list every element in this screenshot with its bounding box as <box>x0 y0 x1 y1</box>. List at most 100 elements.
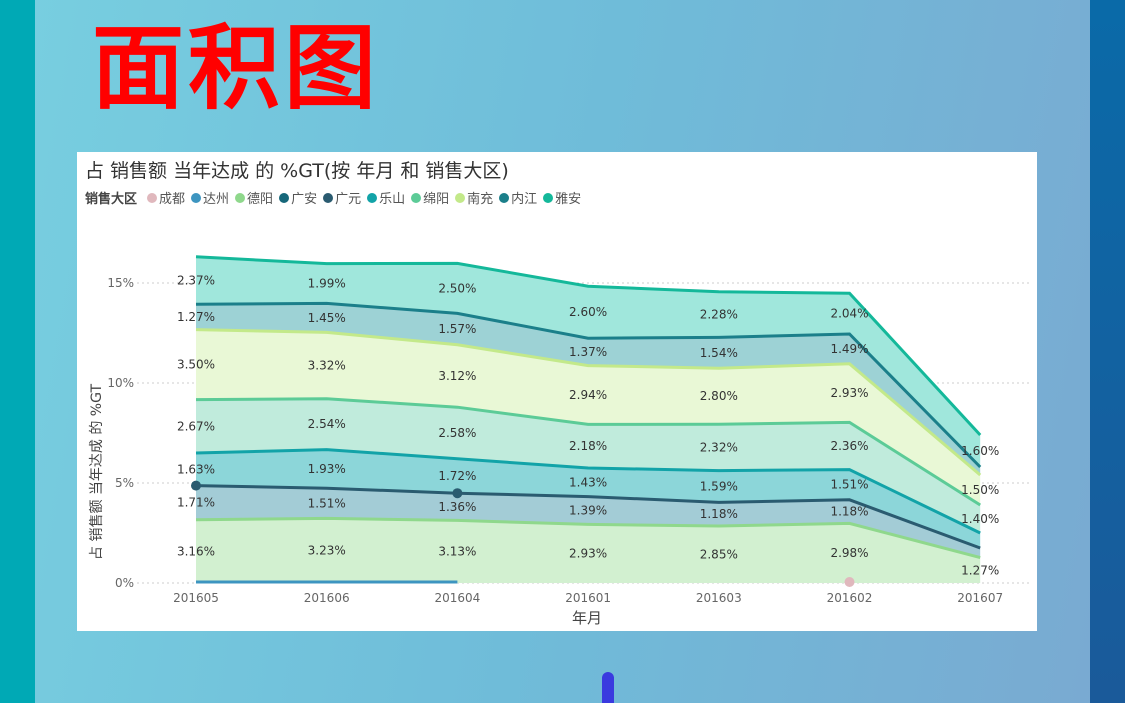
legend-dot <box>147 192 158 203</box>
x-axis-title: 年月 <box>572 609 602 627</box>
legend-label: 南充 <box>467 192 494 207</box>
legend-label: 广元 <box>335 192 362 207</box>
data-label: 1.63% <box>177 462 215 476</box>
line-广元 <box>195 484 981 550</box>
area-德阳 <box>196 518 981 583</box>
data-label: 2.94% <box>569 388 607 402</box>
data-label: 2.80% <box>700 389 738 403</box>
legend-label: 雅安 <box>555 192 582 207</box>
data-label: 2.32% <box>700 440 738 454</box>
x-tick-label: 201602 <box>827 591 873 605</box>
x-tick-label: 201605 <box>173 591 219 605</box>
area-绵阳 <box>196 398 981 533</box>
line-内江 <box>195 301 982 469</box>
legend-dot <box>543 192 554 203</box>
scroll-marker <box>602 672 614 703</box>
x-tick-label: 201604 <box>434 591 480 605</box>
data-label: 2.54% <box>308 417 346 431</box>
data-label: 2.93% <box>830 386 868 400</box>
data-label: 1.59% <box>700 480 738 494</box>
data-label: 2.58% <box>438 426 476 440</box>
data-label: 2.60% <box>569 305 607 319</box>
right-accent-bar <box>1090 0 1125 703</box>
data-label: 1.49% <box>830 342 868 356</box>
chart-card: 占 销售额 当年达成 的 %GT(按 年月 和 销售大区) 销售大区 成都 达州 德… <box>77 152 1037 631</box>
data-label: 2.28% <box>700 308 738 322</box>
data-label: 1.72% <box>438 469 476 483</box>
y-tick-label: 5% <box>115 476 134 490</box>
data-label: 2.98% <box>830 546 868 560</box>
data-label: 1.99% <box>308 277 346 291</box>
legend-item[interactable]: 绵阳 <box>411 188 449 207</box>
legend-label: 广安 <box>291 192 318 207</box>
page-title: 面积图 <box>92 15 381 122</box>
line-雅安 <box>195 255 982 437</box>
data-label: 1.39% <box>569 504 607 518</box>
legend-dot <box>455 192 466 203</box>
data-label: 2.93% <box>569 547 607 561</box>
data-label: 3.12% <box>438 369 476 383</box>
legend-item[interactable]: 内江 <box>499 188 537 207</box>
legend-label: 成都 <box>159 192 186 207</box>
area-内江 <box>196 303 981 475</box>
line-绵阳 <box>195 397 982 507</box>
legend-label: 达州 <box>203 192 230 207</box>
legend-dot <box>235 192 246 203</box>
data-label: 1.57% <box>438 322 476 336</box>
y-axis-title: 占 销售额 当年达成 的 %GT <box>89 384 105 560</box>
line-德阳 <box>195 516 981 560</box>
legend-item[interactable]: 德阳 <box>235 188 273 207</box>
marker-广元 <box>191 480 201 491</box>
marker-成都 <box>844 577 855 587</box>
legend: 销售大区 成都 达州 德阳 广安 广元 乐山 绵阳 南充 内江 雅安 <box>85 188 581 207</box>
legend-dot <box>279 192 290 203</box>
data-label: 2.37% <box>177 274 215 288</box>
area-广元 <box>196 485 981 558</box>
legend-item[interactable]: 南充 <box>455 188 493 207</box>
legend-title: 销售大区 <box>85 192 138 207</box>
legend-item[interactable]: 广元 <box>323 188 361 207</box>
data-label: 1.51% <box>830 478 868 492</box>
data-label: 1.54% <box>700 346 738 360</box>
data-label: 1.27% <box>961 563 999 577</box>
data-label: 1.45% <box>308 311 346 325</box>
data-label: 2.18% <box>569 439 607 453</box>
legend-dot <box>191 192 202 203</box>
x-tick-label: 201607 <box>957 591 1003 605</box>
legend-dot <box>367 192 378 203</box>
line-乐山 <box>195 448 981 535</box>
legend-dot <box>499 192 510 203</box>
legend-item[interactable]: 广安 <box>279 188 317 207</box>
data-label: 3.23% <box>308 544 346 558</box>
data-label: 1.36% <box>438 500 476 514</box>
data-label: 1.51% <box>308 496 346 510</box>
legend-item[interactable]: 成都 <box>147 188 185 207</box>
legend-item[interactable]: 达州 <box>191 188 229 207</box>
data-label: 3.32% <box>308 359 346 373</box>
legend-label: 绵阳 <box>423 192 450 207</box>
y-tick-label: 10% <box>107 376 134 390</box>
data-label: 1.43% <box>569 475 607 489</box>
legend-item[interactable]: 乐山 <box>367 188 405 207</box>
data-label: 2.67% <box>177 419 215 433</box>
data-label: 1.71% <box>177 496 215 510</box>
legend-label: 内江 <box>511 192 538 207</box>
data-label: 1.37% <box>569 345 607 359</box>
area-雅安 <box>196 256 981 467</box>
data-label: 1.60% <box>961 444 999 458</box>
data-label: 2.85% <box>700 548 738 562</box>
data-label: 1.18% <box>830 505 868 519</box>
data-label: 2.36% <box>830 439 868 453</box>
chart-title: 占 销售额 当年达成 的 %GT(按 年月 和 销售大区) <box>85 160 509 182</box>
area-南充 <box>196 329 981 505</box>
line-南充 <box>195 328 982 477</box>
data-label: 1.93% <box>308 462 346 476</box>
data-label: 2.50% <box>438 281 476 295</box>
legend-dot <box>411 192 422 203</box>
left-accent-bar <box>0 0 35 703</box>
y-tick-label: 0% <box>115 576 134 590</box>
data-label: 1.50% <box>961 483 999 497</box>
marker-广元 <box>452 488 463 499</box>
legend-label: 乐山 <box>379 192 406 207</box>
legend-item[interactable]: 雅安 <box>543 188 581 207</box>
